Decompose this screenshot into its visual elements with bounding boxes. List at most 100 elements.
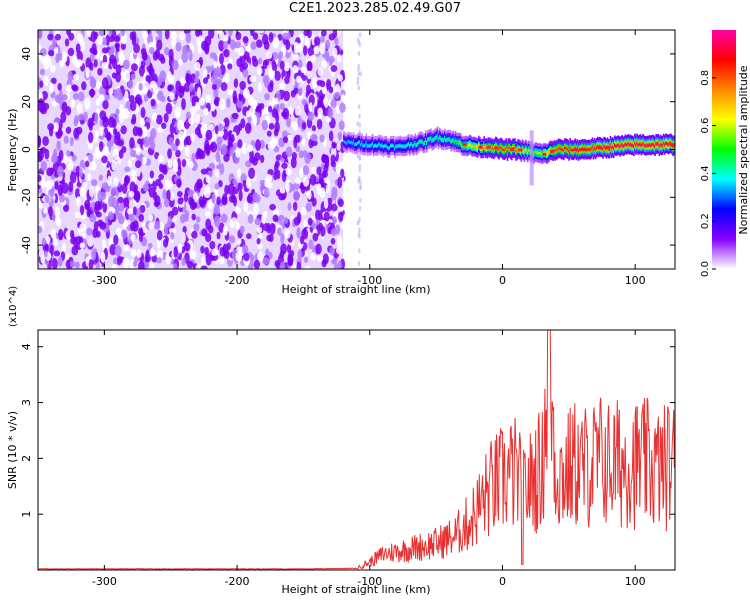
noise-speckle-mark: [84, 97, 91, 110]
noise-speckle-mark: [207, 123, 215, 131]
noise-speckle-mark: [44, 148, 50, 160]
ridge-mark: [466, 145, 468, 148]
ridge-mark: [567, 148, 569, 151]
ridge-mark: [476, 147, 479, 150]
noise-speckle-mark: [204, 35, 212, 47]
noise-speckle-mark: [202, 77, 208, 84]
ridge-mark: [429, 138, 431, 141]
noise-speckle-mark: [188, 49, 193, 62]
ridge-mark: [387, 147, 390, 150]
faint-column-mark: [358, 32, 362, 38]
noise-speckle-mark: [157, 30, 163, 39]
noise-speckle-mark: [330, 154, 336, 164]
noise-speckle-mark: [133, 43, 140, 54]
noise-speckle-mark: [295, 145, 301, 153]
noise-speckle-mark: [292, 201, 298, 211]
noise-speckle-mark: [142, 183, 150, 192]
noise-speckle-mark: [223, 48, 230, 58]
noise-speckle-mark: [148, 214, 153, 222]
noise-speckle-mark: [183, 242, 191, 252]
faint-column-mark: [358, 248, 361, 254]
noise-speckle-mark: [116, 255, 122, 266]
noise-speckle-mark: [235, 31, 242, 41]
ridge-mark: [453, 141, 456, 144]
noise-speckle-mark: [232, 178, 238, 185]
noise-speckle-mark: [138, 260, 145, 269]
ridge-mark: [371, 142, 374, 145]
ridge-mark: [581, 148, 583, 151]
noise-speckle-mark: [198, 97, 206, 106]
noise-speckle-mark: [118, 149, 124, 159]
noise-speckle-mark: [209, 143, 215, 150]
noise-speckle-mark: [328, 130, 334, 142]
noise-speckle-mark: [337, 212, 344, 222]
noise-speckle-mark: [221, 143, 228, 156]
ridge-mark: [540, 152, 543, 155]
noise-speckle-mark: [194, 30, 201, 37]
noise-speckle-mark: [53, 250, 61, 257]
ridge-mark: [565, 146, 567, 150]
ridge-mark: [407, 142, 410, 145]
faint-column-mark: [358, 122, 362, 128]
noise-speckle-mark: [235, 147, 241, 158]
noise-speckle-mark: [85, 67, 90, 79]
ridge-mark: [650, 144, 652, 147]
noise-speckle-mark: [301, 99, 308, 106]
ridge-peak-mark: [510, 148, 515, 151]
snr-y-multiplier: (x10^4): [8, 286, 19, 327]
ridge-mark: [437, 138, 440, 141]
ridge-mark: [491, 147, 494, 150]
faint-column-mark: [358, 233, 361, 239]
ridge-mark: [402, 145, 405, 148]
noise-speckle-mark: [156, 39, 163, 51]
noise-speckle-mark: [79, 204, 85, 216]
ridge-mark: [611, 145, 614, 148]
ridge-mark: [419, 140, 422, 143]
noise-speckle-mark: [317, 107, 323, 117]
ridge-mark: [502, 148, 505, 152]
ridge-mark: [508, 146, 511, 149]
noise-speckle-mark: [273, 145, 280, 153]
noise-speckle-mark: [122, 108, 130, 120]
noise-speckle-mark: [131, 63, 138, 72]
ridge-mark: [516, 149, 518, 152]
noise-speckle-mark: [146, 89, 153, 99]
noise-speckle-mark: [337, 176, 343, 189]
noise-speckle-mark: [143, 136, 150, 148]
noise-speckle-mark: [140, 60, 146, 69]
noise-speckle-mark: [136, 248, 142, 259]
ridge-mark: [362, 144, 364, 147]
ridge-mark: [505, 146, 508, 149]
ridge-mark: [412, 144, 414, 148]
noise-speckle-mark: [219, 53, 224, 65]
noise-speckle-mark: [254, 218, 262, 226]
noise-speckle-mark: [97, 67, 103, 76]
noise-speckle-mark: [89, 77, 97, 88]
noise-speckle-mark: [102, 116, 109, 128]
noise-speckle-mark: [132, 220, 139, 232]
noise-speckle-mark: [156, 257, 163, 264]
noise-speckle-mark: [203, 107, 209, 116]
noise-speckle-mark: [181, 98, 186, 111]
snr-x-tick-label-0: -300: [92, 575, 117, 588]
noise-speckle-mark: [69, 136, 74, 147]
ridge-mark: [625, 143, 628, 147]
noise-speckle-mark: [98, 174, 103, 181]
noise-speckle-mark: [289, 121, 295, 128]
noise-speckle-mark: [120, 30, 126, 37]
noise-speckle-mark: [310, 140, 318, 147]
noise-speckle-mark: [167, 84, 173, 92]
noise-speckle-mark: [98, 30, 106, 37]
noise-speckle-mark: [54, 33, 61, 41]
noise-speckle-mark: [218, 98, 226, 111]
ridge-mark: [527, 149, 530, 152]
colorbar-tick-label-4: 0.8: [700, 70, 711, 86]
noise-speckle-mark: [333, 263, 340, 269]
noise-speckle-mark: [247, 144, 254, 152]
noise-speckle-mark: [321, 85, 327, 95]
noise-speckle-mark: [256, 237, 261, 245]
noise-speckle-mark: [51, 258, 58, 269]
faint-column-mark: [358, 175, 361, 181]
ridge-mark: [423, 141, 426, 145]
noise-speckle-mark: [293, 190, 300, 201]
